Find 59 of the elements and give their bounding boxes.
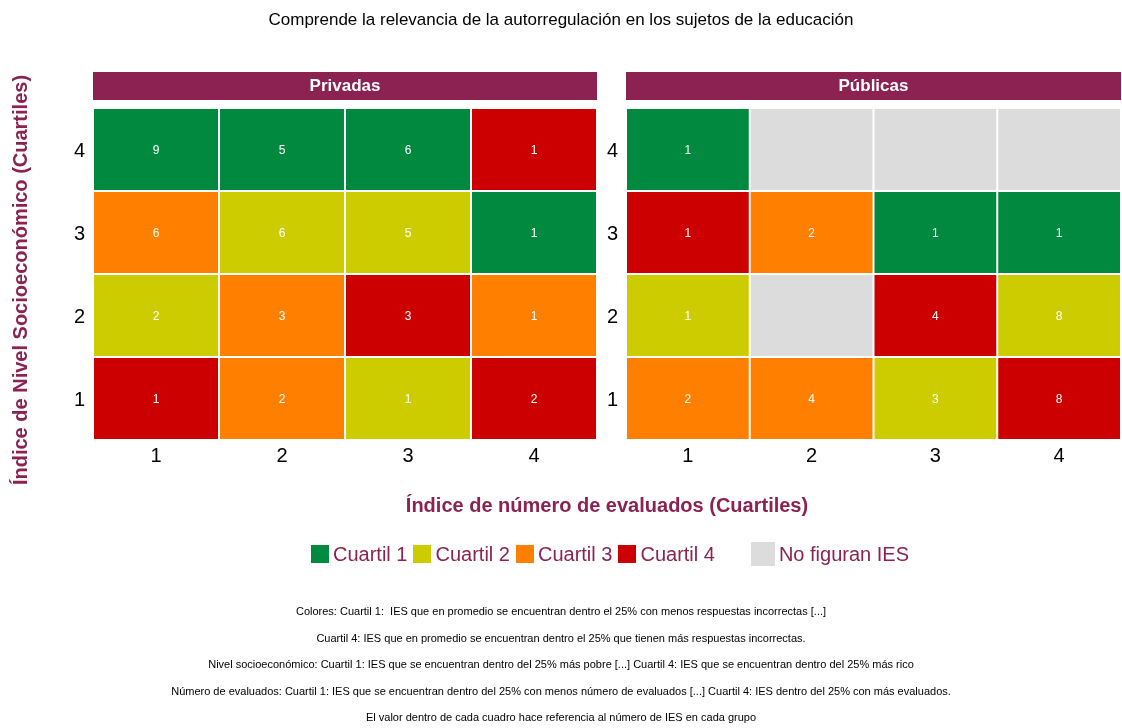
category-label: Cuartil 1 — [332, 542, 408, 566]
data-label: 3 — [278, 308, 286, 323]
data-label: 9 — [152, 142, 160, 157]
data-label: 2 — [152, 308, 160, 323]
x-tick-label: 3 — [929, 444, 941, 467]
data-label: 2 — [530, 391, 538, 406]
y-tick-label: 1 — [73, 387, 85, 410]
x-tick-label: 4 — [528, 444, 540, 467]
data-label: 1 — [1055, 225, 1063, 240]
data-label: 8 — [1055, 391, 1063, 406]
data-label: 2 — [684, 391, 692, 406]
data-label: 6 — [404, 142, 412, 157]
text: Cuartil 4: IES que en promedio se encuentran dentro el 25% que tienen más respuestas incorrectas. — [315, 631, 807, 644]
y-axis-title: Índice de Nivel Socioeconómico (Cuartiles) — [8, 74, 32, 486]
x-axis-title: Índice de número de evaluados (Cuartiles) — [404, 494, 810, 517]
y-tick-label: 3 — [73, 221, 85, 244]
data-label: 1 — [932, 225, 940, 240]
data-label: 6 — [278, 225, 286, 240]
chart-subtitle: Públicas — [626, 72, 1121, 100]
y-tick-label: 2 — [73, 304, 85, 327]
data-label: 1 — [684, 225, 692, 240]
text: Colores: Cuartil 1: IES que en promedio se encuentran dentro el 25% con menos respuestas incorrectas [...] — [294, 605, 828, 617]
category-label: Cuartil 4 — [640, 542, 715, 566]
data-label: 3 — [932, 391, 940, 406]
x-tick-label: 1 — [682, 444, 694, 467]
y-tick-label: 4 — [73, 138, 85, 161]
text: Número de evaluados: Cuartil 1: IES que se encuentran dentro del 25% con menos número de evaluados [...] Cuartil 4: IES dentro del 25% con más evaluados. — [170, 684, 952, 697]
chart-subtitle: Privadas — [93, 72, 597, 100]
data-label: 1 — [530, 142, 538, 157]
data-label: 5 — [404, 225, 412, 240]
data-label: 1 — [530, 308, 538, 323]
data-label: 1 — [152, 391, 160, 406]
data-label: 1 — [404, 391, 412, 406]
x-tick-label: 2 — [806, 444, 818, 467]
data-label: 6 — [152, 225, 160, 240]
category-label: Cuartil 3 — [537, 542, 613, 566]
text: Nivel socioeconómico: Cuartil 1: IES que se encuentran dentro del 25% más pobre [...] Cuartil 4: IES que se encuentran dentro del 25% más rico — [207, 658, 915, 670]
y-tick-label: 2 — [606, 304, 618, 327]
data-label: 4 — [932, 308, 940, 323]
chart-title: Comprende la relevancia de la autorregulación en los sujetos de la educación — [267, 10, 855, 30]
data-label: 1 — [530, 225, 538, 240]
x-tick-label: 1 — [150, 444, 162, 467]
data-label: 4 — [808, 391, 816, 406]
category-label: No figuran IES — [778, 542, 909, 566]
data-label: 5 — [278, 142, 286, 157]
data-label: 8 — [1055, 308, 1063, 323]
data-label: 2 — [278, 391, 286, 406]
y-tick-label: 3 — [606, 221, 618, 244]
data-label: 1 — [684, 308, 692, 323]
x-tick-label: 4 — [1053, 444, 1065, 467]
y-tick-label: 1 — [606, 387, 618, 410]
x-tick-label: 3 — [402, 444, 414, 467]
text: El valor dentro de cada cuadro hace referencia al número de IES en cada grupo — [364, 711, 758, 723]
x-tick-label: 2 — [276, 444, 288, 467]
data-label: 2 — [808, 225, 816, 240]
y-tick-label: 4 — [606, 138, 618, 161]
data-label: 1 — [684, 142, 692, 157]
data-label: 3 — [404, 308, 412, 323]
category-label: Cuartil 2 — [435, 542, 510, 566]
